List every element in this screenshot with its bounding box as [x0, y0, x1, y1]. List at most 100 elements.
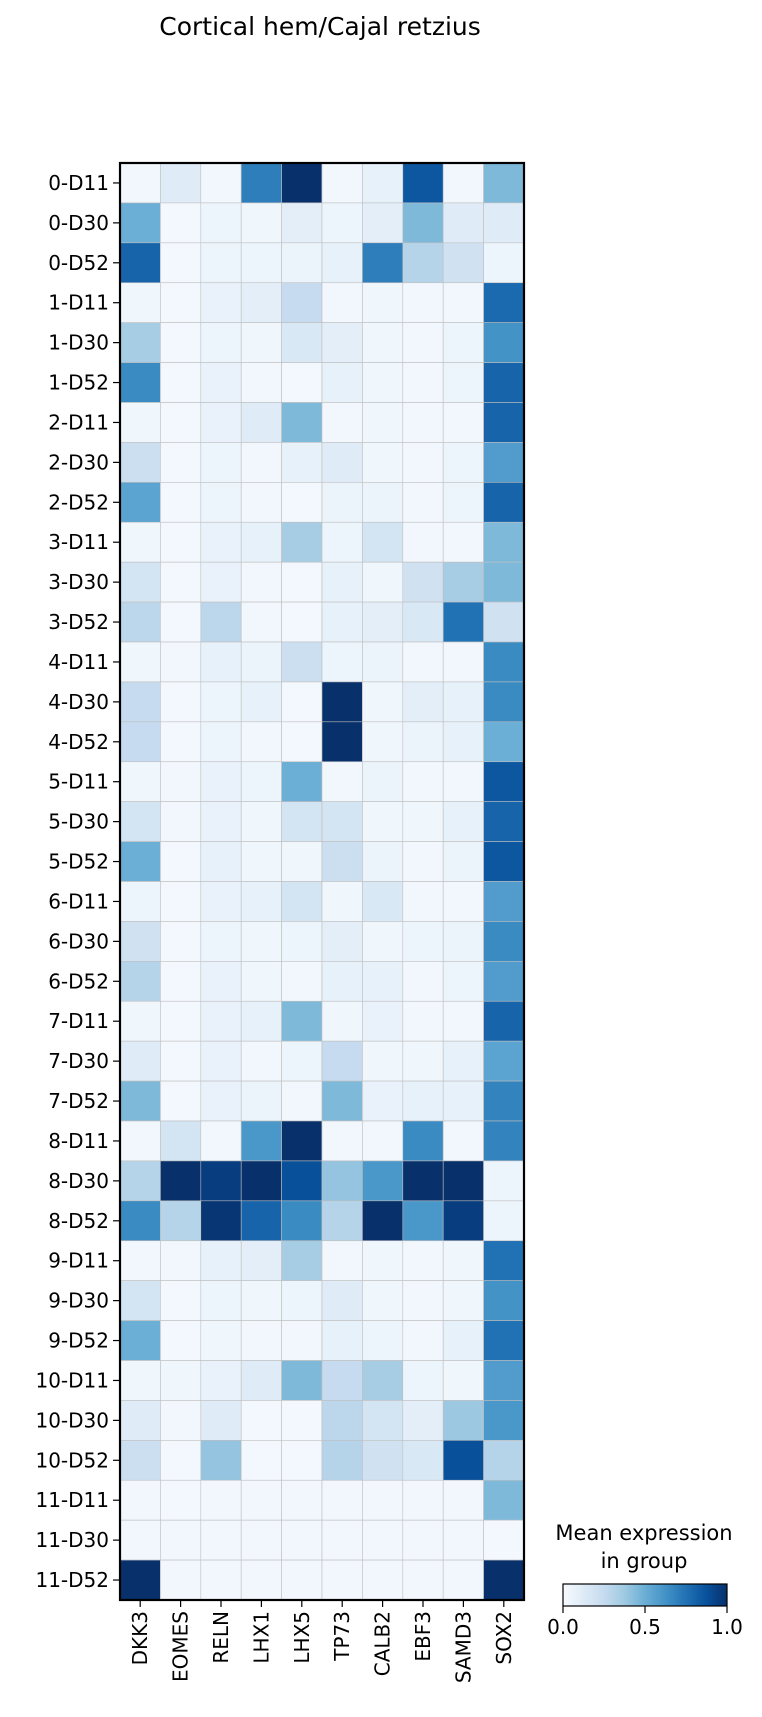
heatmap-cell: [240, 1440, 282, 1481]
heatmap-cell: [200, 242, 242, 284]
heatmap-cell: [483, 841, 525, 882]
heatmap-cell: [160, 601, 202, 643]
heatmap-cell: [442, 1479, 484, 1521]
heatmap-cell: [321, 362, 363, 403]
heatmap-cell: [483, 601, 525, 643]
heatmap-cell: [240, 1240, 282, 1281]
heatmap-cell: [362, 482, 404, 523]
heatmap-cell: [442, 402, 484, 443]
heatmap-cell: [240, 1400, 282, 1441]
heatmap-cell: [240, 1080, 282, 1122]
heatmap-cell: [442, 721, 484, 763]
heatmap-cell: [321, 1519, 363, 1561]
heatmap-cell: [402, 921, 444, 962]
heatmap-cell: [362, 1280, 404, 1321]
heatmap-cell: [160, 282, 202, 323]
heatmap-cell: [200, 1519, 242, 1561]
column-label: RELN: [209, 1611, 233, 1664]
heatmap-cell: [281, 1280, 323, 1321]
heatmap-cell: [160, 1479, 202, 1521]
heatmap-cell: [483, 561, 525, 603]
heatmap-cell: [160, 1400, 202, 1441]
heatmap-cell: [160, 1000, 202, 1042]
heatmap-cell: [240, 1479, 282, 1521]
heatmap-cell: [362, 282, 404, 323]
heatmap-cell: [362, 1440, 404, 1481]
heatmap-cell: [483, 1440, 525, 1481]
heatmap-cell: [281, 881, 323, 922]
heatmap-cell: [160, 721, 202, 763]
heatmap-cell: [321, 482, 363, 523]
row-label: 3-D30: [48, 570, 109, 594]
heatmap-cell: [200, 1360, 242, 1401]
heatmap-cell: [160, 841, 202, 882]
heatmap-cell: [119, 202, 161, 244]
heatmap-cell: [442, 202, 484, 244]
heatmap-cell: [119, 1320, 161, 1361]
row-label: 2-D11: [48, 410, 109, 434]
heatmap-cell: [119, 1559, 161, 1601]
heatmap-cell: [281, 1120, 323, 1162]
heatmap-cell: [362, 1120, 404, 1162]
heatmap-cell: [119, 601, 161, 643]
heatmap-cell: [402, 322, 444, 363]
heatmap-cell: [442, 921, 484, 962]
row-label: 4-D11: [48, 650, 109, 674]
heatmap-cell: [321, 1360, 363, 1401]
heatmap-cell: [321, 1280, 363, 1321]
heatmap-cell: [160, 921, 202, 962]
heatmap-cell: [362, 1320, 404, 1361]
heatmap-cell: [362, 961, 404, 1002]
heatmap-cell: [160, 641, 202, 683]
heatmap-cell: [402, 801, 444, 842]
row-label: 2-D52: [48, 490, 109, 514]
heatmap-cell: [483, 322, 525, 363]
heatmap-cell: [240, 601, 282, 643]
heatmap-cell: [200, 1400, 242, 1441]
column-labels: DKK3 EOMES RELN LHX1 LHX5 TP73 CALB2 EBF3 SAMD3 S…: [128, 1600, 516, 1683]
heatmap-cell: [281, 1080, 323, 1122]
heatmap-cell: [281, 1440, 323, 1481]
heatmap-cell: [119, 282, 161, 323]
row-label: 0-D30: [48, 211, 109, 235]
heatmap-cell: [160, 202, 202, 244]
heatmap-cell: [240, 841, 282, 882]
heatmap-cell: [483, 1519, 525, 1561]
heatmap-cell: [119, 1519, 161, 1561]
heatmap-cell: [362, 1200, 404, 1242]
heatmap-cell: [402, 1000, 444, 1042]
heatmap-cell: [240, 362, 282, 403]
heatmap-cell: [240, 1360, 282, 1401]
heatmap-cell: [321, 801, 363, 842]
heatmap-cell: [160, 1200, 202, 1242]
heatmap-cell: [362, 1519, 404, 1561]
heatmap-cell: [483, 1400, 525, 1441]
row-label: 11-D52: [35, 1568, 109, 1592]
heatmap-cell: [362, 362, 404, 403]
heatmap-cell: [362, 761, 404, 802]
heatmap-cell: [200, 1040, 242, 1082]
heatmap-cell: [281, 801, 323, 842]
heatmap-cell: [442, 1360, 484, 1401]
heatmap-cell: [321, 1200, 363, 1242]
heatmap-cell: [240, 641, 282, 683]
heatmap-cell: [362, 841, 404, 882]
heatmap-cell: [483, 1240, 525, 1281]
heatmap-cell: [240, 202, 282, 244]
heatmap-cell: [402, 282, 444, 323]
heatmap-cell: [240, 801, 282, 842]
heatmap-cell: [442, 362, 484, 403]
heatmap-cell: [160, 322, 202, 363]
heatmap-cell: [483, 1320, 525, 1361]
heatmap-cell: [362, 681, 404, 723]
row-label: 7-D52: [48, 1089, 109, 1113]
row-label: 2-D30: [48, 450, 109, 474]
heatmap-cell: [281, 362, 323, 403]
heatmap-cell: [119, 1160, 161, 1202]
heatmap-cell: [402, 442, 444, 483]
heatmap-cell: [321, 721, 363, 763]
column-label: LHX1: [249, 1611, 273, 1664]
heatmap-cell: [483, 402, 525, 443]
heatmap-cell: [402, 1400, 444, 1441]
